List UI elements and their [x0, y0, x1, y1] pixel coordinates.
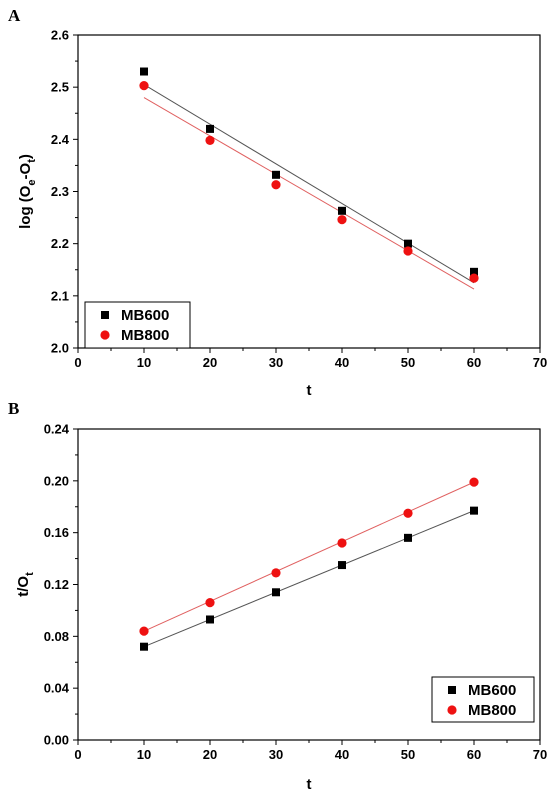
legend-marker-mb800	[100, 330, 110, 340]
y-tick-label: 0.00	[44, 733, 69, 748]
data-point-mb800	[469, 477, 479, 487]
y-axis-title-part: t/O	[15, 576, 32, 597]
x-tick-label: 60	[467, 747, 481, 762]
x-tick-label: 50	[401, 747, 415, 762]
y-axis-title-part: )	[17, 154, 34, 159]
data-point-mb600	[140, 67, 148, 76]
y-tick-label: 0.16	[44, 525, 69, 540]
x-tick-label: 0	[74, 747, 81, 762]
y-tick-label: 0.20	[44, 473, 69, 488]
fit-line-mb600	[143, 84, 475, 284]
x-tick-label: 70	[533, 355, 547, 370]
y-tick-label: 2.0	[51, 341, 69, 356]
data-point-mb800	[139, 81, 149, 91]
y-tick-label: 2.4	[51, 132, 70, 147]
panel-label: B	[8, 399, 19, 418]
legend-label-mb800: MB800	[468, 702, 516, 719]
data-point-mb800	[403, 246, 413, 256]
data-point-mb600	[206, 615, 214, 624]
y-axis-title-part: t	[24, 572, 36, 576]
y-tick-label: 0.12	[44, 577, 69, 592]
x-tick-label: 20	[203, 747, 217, 762]
legend-box	[84, 301, 191, 349]
legend-box	[431, 676, 535, 723]
x-tick-label: 40	[335, 355, 349, 370]
x-tick-label: 0	[74, 355, 81, 370]
data-point-mb800	[271, 180, 281, 190]
legend: MB600 MB800	[431, 676, 535, 723]
x-tick-label: 10	[137, 747, 151, 762]
y-tick-label: 2.1	[51, 288, 69, 303]
legend-marker-mb600	[448, 686, 456, 694]
data-point-mb600	[206, 124, 214, 133]
x-tick-label: 10	[137, 355, 151, 370]
data-point-mb600	[470, 506, 478, 515]
y-axis-title-part: -O	[17, 162, 34, 179]
data-point-mb600	[338, 206, 346, 215]
data-point-mb600	[140, 642, 148, 651]
y-tick-label: 2.6	[51, 28, 69, 43]
x-tick-label: 40	[335, 747, 349, 762]
data-point-mb600	[404, 239, 412, 248]
x-tick-label: 20	[203, 355, 217, 370]
y-axis-title-part: t	[26, 159, 38, 163]
y-tick-label: 0.04	[44, 681, 70, 696]
legend-marker-mb600	[101, 311, 109, 319]
x-axis-title: t	[307, 382, 312, 399]
data-point-mb800	[337, 215, 347, 225]
legend-label-mb800: MB800	[121, 327, 169, 344]
y-tick-label: 2.3	[51, 184, 69, 199]
data-point-mb800	[205, 598, 215, 608]
x-tick-label: 30	[269, 355, 283, 370]
x-tick-label: 70	[533, 747, 547, 762]
fit-line-mb800	[143, 481, 475, 632]
chart-panel-b: B 0 10 20 30 40 50 60 70 0.00 0.04 0.08 0.12 0.16 0.20…	[8, 399, 547, 793]
fit-line-mb600	[143, 510, 475, 648]
y-tick-label: 0.08	[44, 629, 69, 644]
legend-label-mb600: MB600	[468, 682, 516, 699]
fit-line-mb800	[143, 97, 475, 290]
plot-frame	[77, 34, 541, 349]
data-point-mb800	[337, 538, 347, 548]
legend-label-mb600: MB600	[121, 307, 169, 324]
data-point-mb600	[338, 561, 346, 570]
data-point-mb800	[205, 135, 215, 145]
y-tick-label: 2.5	[51, 80, 69, 95]
data-point-mb600	[470, 267, 478, 276]
panel-label: A	[8, 6, 21, 25]
x-tick-label: 60	[467, 355, 481, 370]
y-axis-title: t/Ot	[15, 572, 36, 597]
data-point-mb800	[139, 626, 149, 636]
legend-marker-mb800	[447, 705, 457, 715]
data-point-mb800	[403, 508, 413, 518]
data-point-mb600	[272, 588, 280, 597]
x-tick-label: 50	[401, 355, 415, 370]
legend: MB600 MB800	[84, 301, 191, 349]
y-axis-title-part: e	[26, 179, 38, 185]
y-axis-title-part: log (O	[17, 185, 34, 229]
data-point-mb800	[469, 273, 479, 283]
x-axis-title: t	[307, 776, 312, 793]
x-tick-label: 30	[269, 747, 283, 762]
y-axis-title: log (Oe-Ot)	[17, 154, 38, 229]
data-point-mb800	[271, 568, 281, 578]
chart-panel-a: A0 10 20 30 40 50 60 702.02.12.22.32.42.52.6tlo…	[8, 6, 547, 399]
data-point-mb600	[272, 170, 280, 179]
data-point-mb600	[404, 533, 412, 542]
y-tick-label: 2.2	[51, 236, 69, 251]
y-tick-label: 0.24	[44, 422, 70, 437]
